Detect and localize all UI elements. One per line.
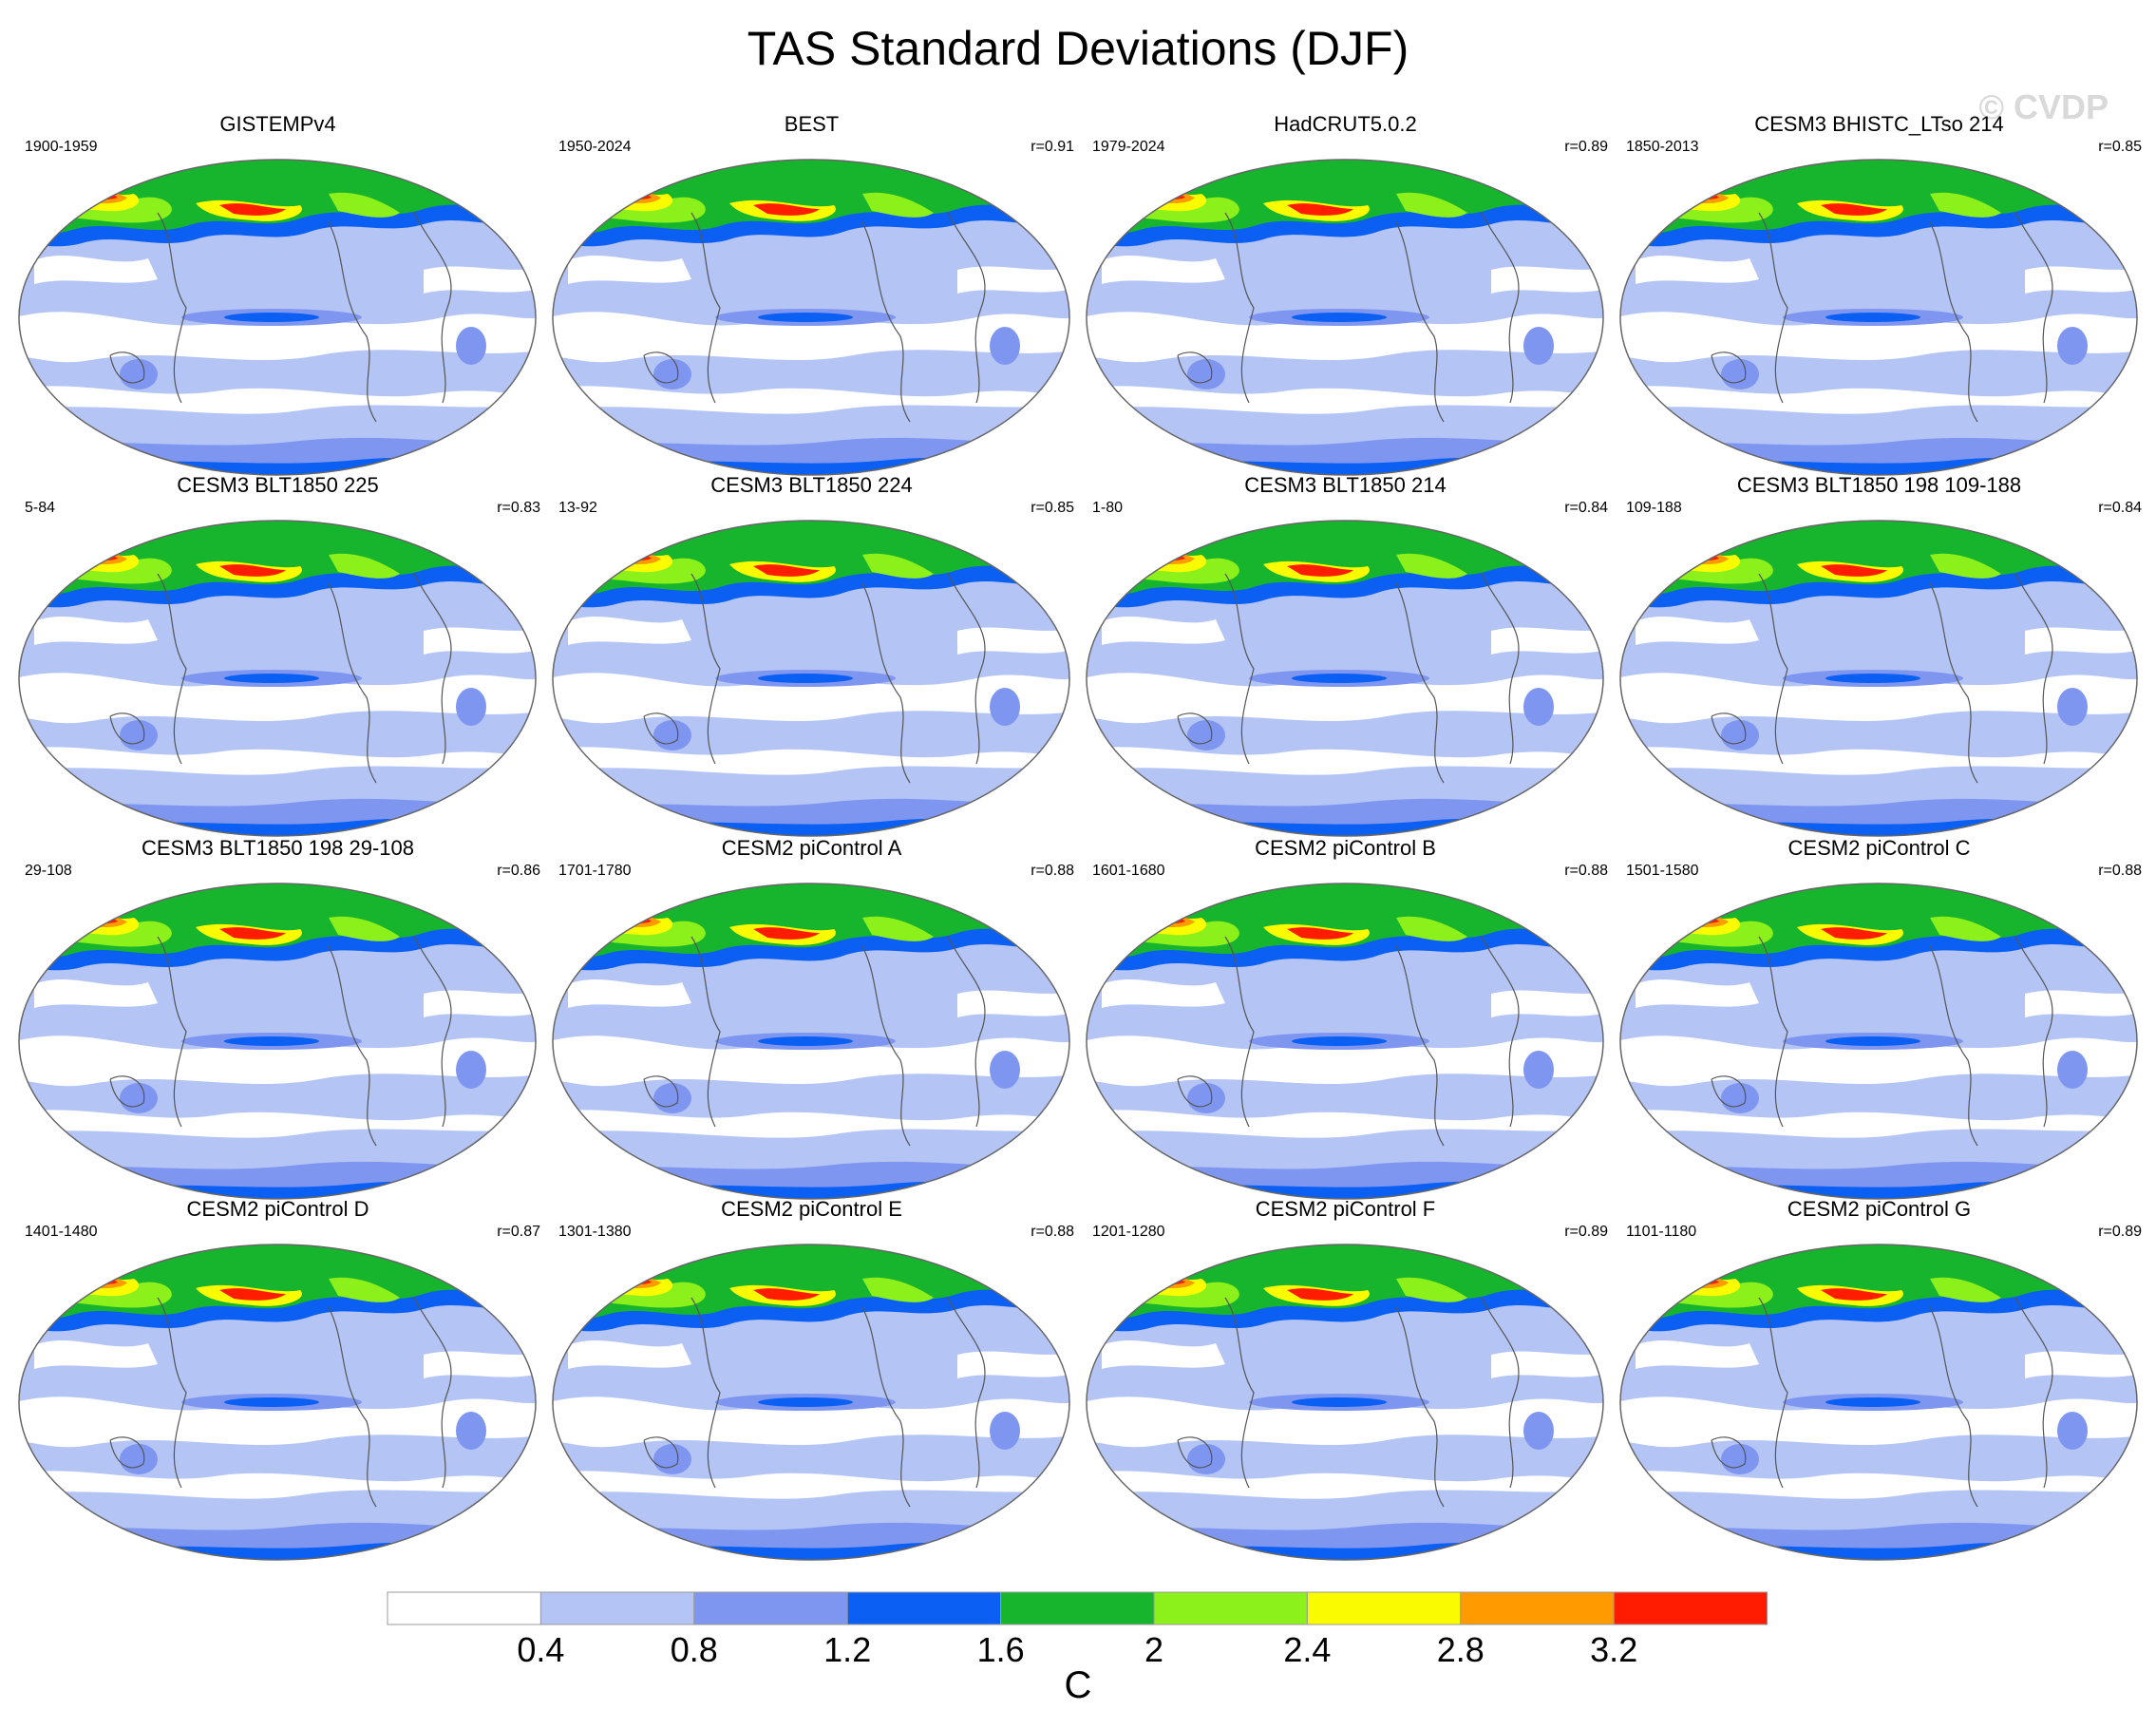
panel-title: CESM2 piControl F — [1255, 1197, 1436, 1221]
map-panel: CESM3 BLT1850 225 5-84 r=0.83 — [9, 473, 546, 844]
panel-title: CESM3 BHISTC_LTso 214 — [1754, 112, 2004, 136]
map-field — [1619, 159, 2138, 476]
panel-title: CESM3 BLT1850 225 — [177, 473, 379, 497]
colorbar-segment — [1306, 1591, 1462, 1625]
panel-correlation: r=0.84 — [1564, 500, 1608, 516]
panel-period: 109-188 — [1626, 500, 1682, 516]
panel-correlation: r=0.88 — [2098, 863, 2142, 879]
panel-title: CESM3 BLT1850 214 — [1244, 473, 1447, 497]
colorbar-tick: 0.8 — [670, 1630, 718, 1669]
map-panel: BEST 1950-2024 r=0.91 — [543, 112, 1080, 483]
panel-correlation: r=0.91 — [1031, 139, 1074, 155]
panel-title: CESM2 piControl A — [721, 836, 902, 860]
map-field — [1619, 1244, 2138, 1561]
map-panel: CESM3 BLT1850 198 29-108 29-108 r=0.86 — [9, 836, 546, 1206]
colorbar-tick: 2.8 — [1436, 1630, 1485, 1669]
map-panel: CESM2 piControl E 1301-1380 r=0.88 — [543, 1197, 1080, 1568]
map-panel: CESM2 piControl C 1501-1580 r=0.88 — [1611, 836, 2147, 1206]
map-panel: CESM2 piControl B 1601-1680 r=0.88 — [1077, 836, 1614, 1206]
map-field — [18, 520, 537, 837]
colorbar-tick: 0.4 — [517, 1630, 565, 1669]
map-field — [18, 159, 537, 476]
colorbar-label: C — [1064, 1664, 1092, 1706]
panel-period: 1900-1959 — [25, 139, 98, 155]
map-field — [552, 159, 1070, 476]
panel-title: CESM2 piControl B — [1255, 836, 1436, 860]
panel-correlation: r=0.85 — [2098, 139, 2142, 155]
panel-title: BEST — [784, 112, 840, 136]
figure-title: TAS Standard Deviations (DJF) — [747, 22, 1409, 75]
panel-title: CESM2 piControl C — [1787, 836, 1971, 860]
panel-correlation: r=0.88 — [1031, 1224, 1074, 1240]
map-field — [1086, 883, 1604, 1200]
map-field — [552, 520, 1070, 837]
map-panel: CESM3 BLT1850 198 109-188 109-188 r=0.84 — [1611, 473, 2147, 844]
map-panel: CESM3 BLT1850 214 1-80 r=0.84 — [1077, 473, 1614, 844]
map-field — [1086, 1244, 1604, 1561]
panel-title: CESM2 piControl D — [186, 1197, 369, 1221]
panel-period: 1601-1680 — [1092, 863, 1165, 879]
panel-title: CESM3 BLT1850 224 — [710, 473, 913, 497]
panel-period: 1501-1580 — [1626, 863, 1699, 879]
panel-correlation: r=0.84 — [2098, 500, 2142, 516]
map-field — [1086, 520, 1604, 837]
map-field — [1086, 159, 1604, 476]
colorbar-tick: 2 — [1144, 1630, 1164, 1669]
panel-title: CESM2 piControl G — [1787, 1197, 1972, 1221]
panel-title: HadCRUT5.0.2 — [1274, 112, 1417, 136]
map-field — [1619, 883, 2138, 1200]
panel-correlation: r=0.83 — [497, 500, 540, 516]
colorbar-tick: 3.2 — [1590, 1630, 1638, 1669]
panel-period: 1401-1480 — [25, 1224, 98, 1240]
panel-correlation: r=0.87 — [497, 1224, 540, 1240]
map-field — [552, 1244, 1070, 1561]
colorbar-segment — [387, 1591, 541, 1625]
panel-period: 1-80 — [1092, 500, 1124, 516]
panel-period: 1979-2024 — [1092, 139, 1165, 155]
map-panel: HadCRUT5.0.2 1979-2024 r=0.89 — [1077, 112, 1614, 483]
map-field — [18, 1244, 537, 1561]
colorbar-tick: 1.2 — [823, 1630, 872, 1669]
panel-period: 1201-1280 — [1092, 1224, 1165, 1240]
map-panel: CESM3 BHISTC_LTso 214 1850-2013 r=0.85 — [1611, 112, 2147, 483]
colorbar-segment — [1000, 1591, 1155, 1625]
panel-period: 1950-2024 — [558, 139, 632, 155]
colorbar-segment — [1460, 1591, 1615, 1625]
map-panel: CESM2 piControl G 1101-1180 r=0.89 — [1611, 1197, 2147, 1568]
panel-title: GISTEMPv4 — [219, 112, 336, 136]
panel-period: 1101-1180 — [1626, 1224, 1697, 1240]
map-panel: GISTEMPv4 1900-1959 — [9, 112, 546, 483]
cvdp-watermark: © CVDP — [1978, 87, 2109, 126]
map-panel: CESM2 piControl F 1201-1280 r=0.89 — [1077, 1197, 1614, 1568]
colorbar-segment — [846, 1591, 1002, 1625]
map-panel: CESM2 piControl A 1701-1780 r=0.88 — [543, 836, 1080, 1206]
panel-correlation: r=0.89 — [1564, 1224, 1608, 1240]
map-field — [18, 883, 537, 1200]
panel-period: 13-92 — [558, 500, 597, 516]
panel-title: CESM2 piControl E — [721, 1197, 902, 1221]
colorbar-tick: 1.6 — [976, 1630, 1025, 1669]
panel-correlation: r=0.89 — [2098, 1224, 2142, 1240]
map-field — [552, 883, 1070, 1200]
colorbar-segment — [1153, 1591, 1308, 1625]
panel-correlation: r=0.86 — [497, 863, 540, 879]
map-panel: CESM3 BLT1850 224 13-92 r=0.85 — [543, 473, 1080, 844]
panel-period: 5-84 — [25, 500, 56, 516]
colorbar-segment — [1613, 1591, 1768, 1625]
panel-period: 1301-1380 — [558, 1224, 632, 1240]
panel-period: 1850-2013 — [1626, 139, 1699, 155]
map-field — [1619, 520, 2138, 837]
panel-correlation: r=0.88 — [1031, 863, 1074, 879]
colorbar-segment — [693, 1591, 848, 1625]
colorbar-segment — [539, 1591, 695, 1625]
panel-correlation: r=0.85 — [1031, 500, 1074, 516]
panel-title: CESM3 BLT1850 198 109-188 — [1736, 473, 2022, 497]
colorbar-tick: 2.4 — [1283, 1630, 1332, 1669]
panel-correlation: r=0.88 — [1564, 863, 1608, 879]
panel-period: 1701-1780 — [558, 863, 632, 879]
panel-title: CESM3 BLT1850 198 29-108 — [142, 836, 414, 860]
map-panel: CESM2 piControl D 1401-1480 r=0.87 — [9, 1197, 546, 1568]
panel-period: 29-108 — [25, 863, 72, 879]
panel-correlation: r=0.89 — [1564, 139, 1608, 155]
